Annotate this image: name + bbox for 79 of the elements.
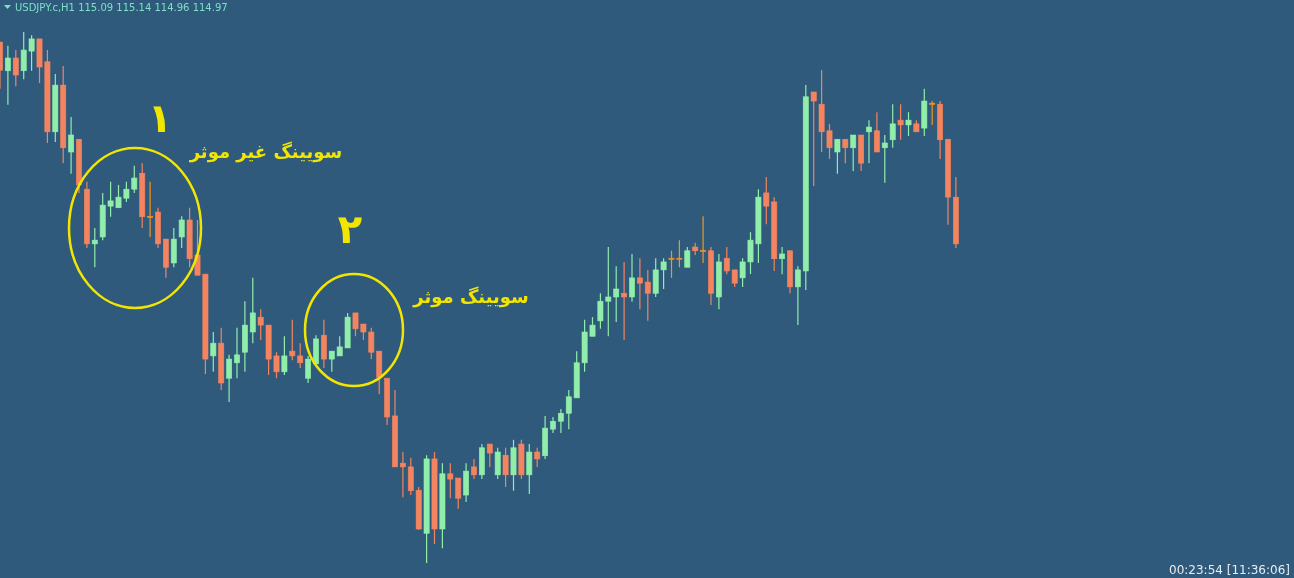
candlestick: [779, 246, 785, 275]
candlestick: [447, 462, 454, 499]
candlestick: [565, 389, 572, 430]
candlestick: [613, 265, 620, 323]
candlestick: [929, 100, 936, 126]
candlestick: [684, 246, 691, 268]
candlestick: [328, 350, 335, 373]
candlestick: [91, 227, 98, 268]
annotation: ۱: [147, 95, 173, 141]
annotation: ۲: [337, 206, 363, 252]
candlestick: [115, 184, 122, 209]
candlestick: [210, 331, 217, 373]
candlestick: [826, 123, 833, 160]
text: 00:23:54 [11:36:06]: [1169, 563, 1290, 577]
candlestick: [589, 316, 596, 337]
candlestick: [407, 457, 414, 496]
candlestick: [463, 462, 469, 503]
candlestick: [68, 116, 74, 175]
candlestick: [486, 443, 493, 468]
candlestick: [652, 257, 659, 298]
candlestick: [249, 277, 256, 344]
candlestick: [273, 351, 280, 379]
candlestick: [494, 447, 501, 480]
annotation: سویینگ موثر: [412, 286, 529, 308]
candlestick: [747, 231, 754, 275]
candlestick: [889, 103, 896, 149]
candlestick: [147, 181, 153, 238]
candlestick: [170, 227, 177, 268]
candlestick: [400, 451, 406, 498]
candlestick: [502, 447, 509, 488]
candlestick: [5, 45, 11, 106]
candlestick: [471, 458, 477, 480]
candlestick: [850, 134, 857, 172]
candlestick: [668, 250, 675, 279]
candlestick: [305, 355, 311, 384]
candlestick: [534, 447, 541, 468]
candlestick: [637, 257, 643, 310]
candlestick: [605, 246, 612, 337]
candlestick: [281, 335, 288, 376]
candlestick: [795, 265, 801, 326]
candlestick: [834, 138, 841, 175]
candlestick: [897, 103, 904, 141]
candlestick: [226, 354, 232, 403]
candlestick: [810, 91, 817, 187]
candlestick: [455, 477, 462, 510]
candlestick: [131, 165, 138, 194]
candlestick: [28, 34, 35, 72]
candlestick: [368, 327, 375, 360]
candlestick: [321, 319, 327, 369]
candlestick: [881, 134, 888, 184]
candlestick: [621, 261, 627, 341]
candlestick: [12, 49, 19, 87]
candlestick: [660, 257, 667, 290]
candlestick: [763, 176, 770, 225]
candlestick: [676, 239, 683, 268]
candlestick: [336, 335, 343, 357]
candlestick: [234, 327, 240, 379]
candlestick: [700, 215, 706, 264]
candlestick: [352, 312, 359, 337]
candlestick: [257, 308, 264, 341]
candlestick: [597, 292, 604, 330]
candlestick: [739, 257, 746, 288]
candlestick: [123, 181, 130, 203]
candlestick: [297, 342, 304, 369]
candlestick: [874, 111, 880, 153]
chart-title: USDJPY.c,H1 115.09 115.14 114.96 114.97: [15, 1, 228, 13]
annotation: سویینگ غیر موثر: [188, 141, 343, 163]
candlestick: [723, 246, 730, 275]
candlestick: [526, 443, 533, 495]
candlestick: [644, 269, 651, 322]
candlestick: [107, 181, 114, 218]
candlestick: [178, 215, 185, 249]
candlestick: [842, 138, 849, 164]
candlestick: [20, 31, 27, 80]
candlestick: [629, 253, 635, 303]
candlestick: [558, 408, 564, 434]
candlestick: [289, 319, 296, 361]
candlestick: [905, 111, 912, 137]
candlestick: [866, 119, 872, 164]
